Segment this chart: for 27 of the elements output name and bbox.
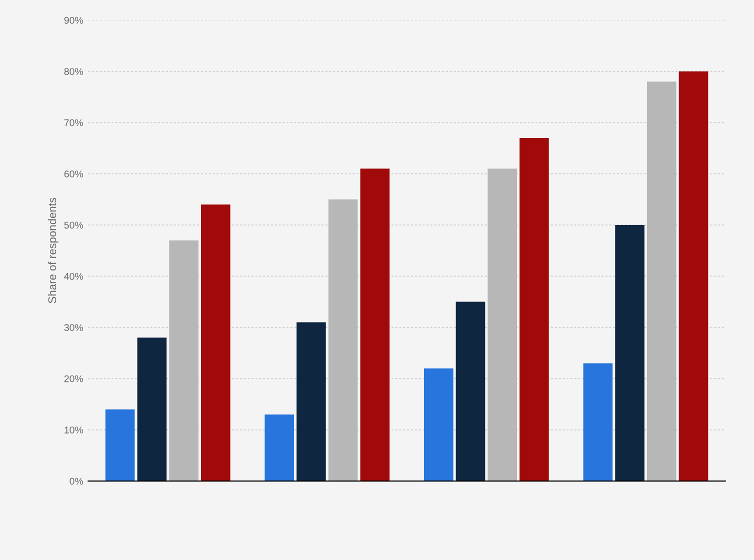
bar bbox=[520, 138, 549, 482]
y-tick-label: 0% bbox=[70, 478, 84, 485]
y-tick-label: 10% bbox=[64, 426, 84, 434]
y-tick-label: 80% bbox=[64, 68, 84, 75]
bar bbox=[328, 199, 358, 482]
y-tick-label: 30% bbox=[64, 324, 84, 332]
y-tick-label: 40% bbox=[64, 272, 84, 280]
bar bbox=[488, 168, 518, 482]
bar bbox=[456, 302, 486, 482]
y-tick-label: 20% bbox=[64, 375, 84, 382]
bar bbox=[137, 338, 167, 482]
y-tick-label: 50% bbox=[64, 222, 84, 229]
y-axis-title: Share of respondents bbox=[48, 198, 58, 304]
bar bbox=[360, 168, 390, 482]
bar bbox=[678, 71, 708, 482]
bar bbox=[105, 409, 135, 482]
bar bbox=[169, 240, 198, 482]
y-tick-label: 60% bbox=[64, 170, 84, 178]
y-tick-label: 70% bbox=[64, 119, 84, 126]
y-tick-label: 90% bbox=[64, 16, 84, 24]
bar bbox=[424, 368, 454, 482]
bar bbox=[583, 363, 613, 482]
bar bbox=[296, 322, 326, 482]
bar bbox=[264, 414, 294, 482]
bar bbox=[615, 224, 644, 482]
bar bbox=[200, 204, 230, 482]
bar bbox=[646, 82, 676, 482]
